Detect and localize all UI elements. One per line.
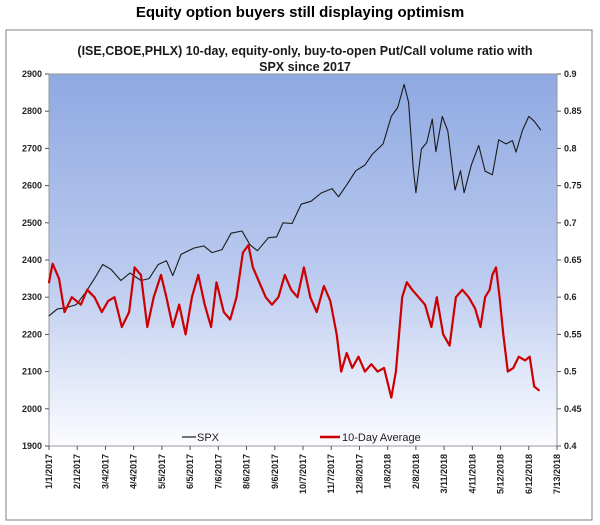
y-right-tick-label: 0.75 bbox=[564, 181, 582, 191]
y-left-tick-label: 2400 bbox=[22, 255, 42, 265]
chart-title-line-1: (ISE,CBOE,PHLX) 10-day, equity-only, buy… bbox=[77, 44, 532, 58]
y-right-tick-label: 0.8 bbox=[564, 143, 577, 153]
x-tick-label: 12/8/2017 bbox=[354, 454, 364, 494]
x-tick-label: 7/13/2018 bbox=[552, 454, 562, 494]
y-left-tick-label: 2700 bbox=[22, 143, 42, 153]
y-right-tick-label: 0.45 bbox=[564, 404, 582, 414]
y-left-tick-label: 2500 bbox=[22, 218, 42, 228]
x-tick-label: 7/6/2017 bbox=[213, 454, 223, 489]
y-right-tick-label: 0.4 bbox=[564, 441, 577, 451]
x-tick-label: 3/4/2017 bbox=[100, 454, 110, 489]
x-tick-label: 9/6/2017 bbox=[270, 454, 280, 489]
y-left-tick-label: 2000 bbox=[22, 404, 42, 414]
y-right-tick-label: 0.85 bbox=[564, 106, 582, 116]
x-tick-label: 6/12/2018 bbox=[524, 454, 534, 494]
y-right-axis: 0.4 0.45 0.5 0.55 0.6 0.65 0.7 0.75 0.8 0.85 0.9 bbox=[557, 69, 582, 451]
legend-spx-label: SPX bbox=[197, 432, 220, 444]
plot-area bbox=[48, 73, 558, 447]
x-tick-label: 4/4/2017 bbox=[129, 454, 139, 489]
y-left-tick-label: 1900 bbox=[22, 441, 42, 451]
x-axis: 1/1/2017 2/1/2017 3/4/2017 4/4/2017 5/5/2017… bbox=[44, 446, 562, 494]
chart-title-line-2: SPX since 2017 bbox=[259, 60, 351, 74]
y-right-tick-label: 0.65 bbox=[564, 255, 582, 265]
x-tick-label: 2/1/2017 bbox=[72, 454, 82, 489]
x-tick-label: 5/12/2018 bbox=[496, 454, 506, 494]
page-title: Equity option buyers still displaying op… bbox=[135, 4, 465, 21]
x-tick-label: 6/5/2017 bbox=[185, 454, 195, 489]
x-tick-label: 3/11/2018 bbox=[439, 454, 449, 494]
y-right-tick-label: 0.7 bbox=[564, 218, 577, 228]
legend: SPX 10-Day Average bbox=[182, 432, 421, 444]
x-tick-label: 4/11/2018 bbox=[467, 454, 477, 494]
y-left-tick-label: 2200 bbox=[22, 329, 42, 339]
y-left-tick-label: 2900 bbox=[22, 69, 42, 79]
x-tick-label: 1/8/2018 bbox=[383, 454, 393, 489]
y-right-tick-label: 0.5 bbox=[564, 367, 577, 377]
y-right-tick-label: 0.6 bbox=[564, 292, 577, 302]
ten-day-average-series-line bbox=[47, 244, 540, 399]
x-tick-label: 11/7/2017 bbox=[326, 454, 336, 494]
x-tick-label: 5/5/2017 bbox=[157, 454, 167, 489]
y-left-tick-label: 2800 bbox=[22, 106, 42, 116]
y-left-axis: 1900 2000 2100 2200 2300 2400 2500 2600 2700 2800… bbox=[22, 69, 49, 451]
y-left-tick-label: 2600 bbox=[22, 181, 42, 191]
x-tick-label: 1/1/2017 bbox=[44, 454, 54, 489]
series-layer bbox=[47, 83, 542, 399]
x-tick-label: 2/8/2018 bbox=[411, 454, 421, 489]
x-tick-label: 8/6/2017 bbox=[242, 454, 252, 489]
y-right-tick-label: 0.9 bbox=[564, 69, 577, 79]
y-left-tick-label: 2300 bbox=[22, 292, 42, 302]
spx-series-line bbox=[48, 83, 542, 317]
x-tick-label: 10/7/2017 bbox=[298, 454, 308, 494]
y-right-tick-label: 0.55 bbox=[564, 329, 582, 339]
y-left-tick-label: 2100 bbox=[22, 367, 42, 377]
legend-10day-label: 10-Day Average bbox=[342, 432, 421, 444]
